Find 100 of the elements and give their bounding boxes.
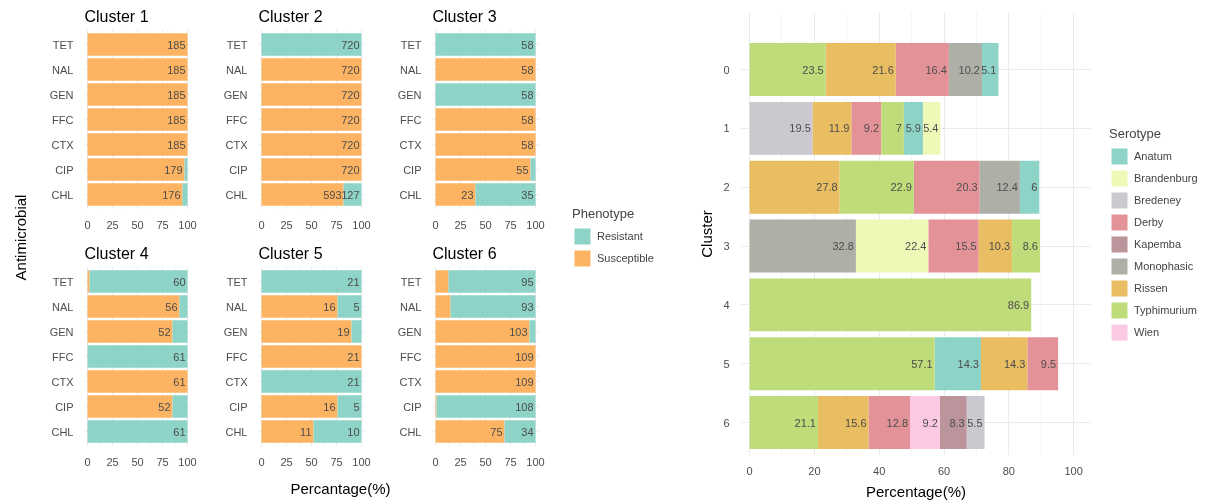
x-tick-label: 25 (280, 455, 293, 468)
y-tick-label: TET (226, 275, 248, 288)
annotation: 720 (341, 113, 360, 126)
bar (980, 337, 1028, 391)
y-tick-label: NAL (226, 63, 248, 76)
bar (261, 295, 338, 318)
bar (1019, 160, 1040, 214)
annotation: 185 (167, 138, 186, 151)
chart-title: Cluster 3 (432, 7, 497, 25)
y-tick-label: CHL (399, 425, 422, 438)
data-label: 21.1 (794, 416, 816, 429)
x-tick-label: 50 (131, 218, 144, 231)
x-tick-label: 20 (808, 464, 821, 477)
bar (1012, 219, 1040, 273)
y-tick-label: TET (400, 38, 422, 51)
annotation: 185 (167, 88, 186, 101)
data-label: 6 (1031, 181, 1038, 194)
y-tick-label: 4 (723, 298, 730, 311)
y-tick-label: CIP (403, 400, 422, 413)
x-tick-label: 100 (352, 218, 371, 231)
annotation: 16 (323, 300, 336, 313)
bar (261, 345, 362, 368)
annotation: 61 (173, 425, 186, 438)
data-label: 20.3 (956, 181, 978, 194)
annotation: 21 (347, 350, 360, 363)
y-tick-label: GEN (49, 88, 74, 101)
chart-title: Cluster 6 (432, 244, 497, 262)
bar (895, 43, 949, 97)
bar (351, 320, 362, 343)
bar (981, 43, 999, 97)
bar (435, 33, 536, 56)
bar (87, 270, 90, 293)
x-tick-label: 50 (479, 455, 492, 468)
bar (910, 396, 940, 450)
bar (749, 160, 840, 214)
x-tick-label: 50 (479, 218, 492, 231)
bar (261, 420, 314, 443)
bar (448, 270, 536, 293)
annotation: 720 (341, 63, 360, 76)
x-tick-label: 100 (526, 455, 545, 468)
x-tick-label: 25 (280, 218, 293, 231)
annotation: 52 (158, 400, 171, 413)
data-label: 12.4 (996, 181, 1018, 194)
annotation: 93 (521, 300, 534, 313)
bar (87, 370, 188, 393)
y-tick-label: TET (52, 38, 74, 51)
data-label: 16.4 (925, 63, 947, 76)
annotation: 720 (341, 88, 360, 101)
bar (855, 219, 929, 273)
annotation: 5 (353, 300, 360, 313)
annotation: 185 (167, 113, 186, 126)
annotation: 52 (158, 325, 171, 338)
data-label: 23.5 (802, 63, 824, 76)
bar (948, 43, 982, 97)
bar (435, 183, 476, 206)
y-tick-label: TET (400, 275, 422, 288)
data-label: 10.3 (988, 240, 1011, 253)
annotation: 35 (521, 188, 534, 201)
annotation: 109 (515, 350, 534, 363)
annotation: 58 (521, 38, 534, 51)
bar (825, 43, 896, 97)
x-tick-label: 100 (178, 218, 197, 231)
bar (881, 101, 904, 155)
bar (749, 101, 813, 155)
x-tick-label: 40 (873, 464, 886, 477)
x-tick-label: 100 (1064, 464, 1083, 477)
legend-label: Kapemba (1134, 237, 1182, 250)
legend-title: Phenotype (572, 206, 636, 221)
bar (749, 337, 935, 391)
y-tick-label: CHL (225, 188, 248, 201)
data-label: 5.9 (905, 122, 921, 135)
x-tick-label: 75 (504, 455, 517, 468)
x-tick-label: 100 (352, 455, 371, 468)
annotation: 720 (341, 38, 360, 51)
annotation: 108 (515, 400, 534, 413)
y-tick-label: NAL (226, 300, 248, 313)
x-tick-label: 75 (330, 455, 343, 468)
bar (1027, 337, 1059, 391)
y-tick-label: GEN (397, 88, 422, 101)
annotation: 593 (323, 188, 342, 201)
y-axis-title: Cluster (698, 210, 716, 258)
legend-label: Monophasic (1134, 259, 1194, 272)
chart-title: Cluster 2 (258, 7, 323, 25)
bar (261, 395, 338, 418)
bar (87, 420, 188, 443)
legend-label: Derby (1134, 215, 1164, 228)
data-label: 9.2 (922, 416, 938, 429)
bar (87, 395, 173, 418)
x-tick-label: 60 (937, 464, 951, 477)
y-tick-label: GEN (223, 88, 248, 101)
data-label: 15.5 (955, 240, 977, 253)
bar (87, 320, 173, 343)
x-tick-label: 0 (84, 455, 91, 468)
x-tick-label: 80 (1002, 464, 1015, 477)
bar (922, 101, 941, 155)
annotation: 34 (521, 425, 534, 438)
bar (966, 396, 985, 450)
y-tick-label: NAL (52, 63, 74, 76)
data-label: 8.6 (1022, 240, 1038, 253)
x-tick-label: 25 (454, 218, 467, 231)
